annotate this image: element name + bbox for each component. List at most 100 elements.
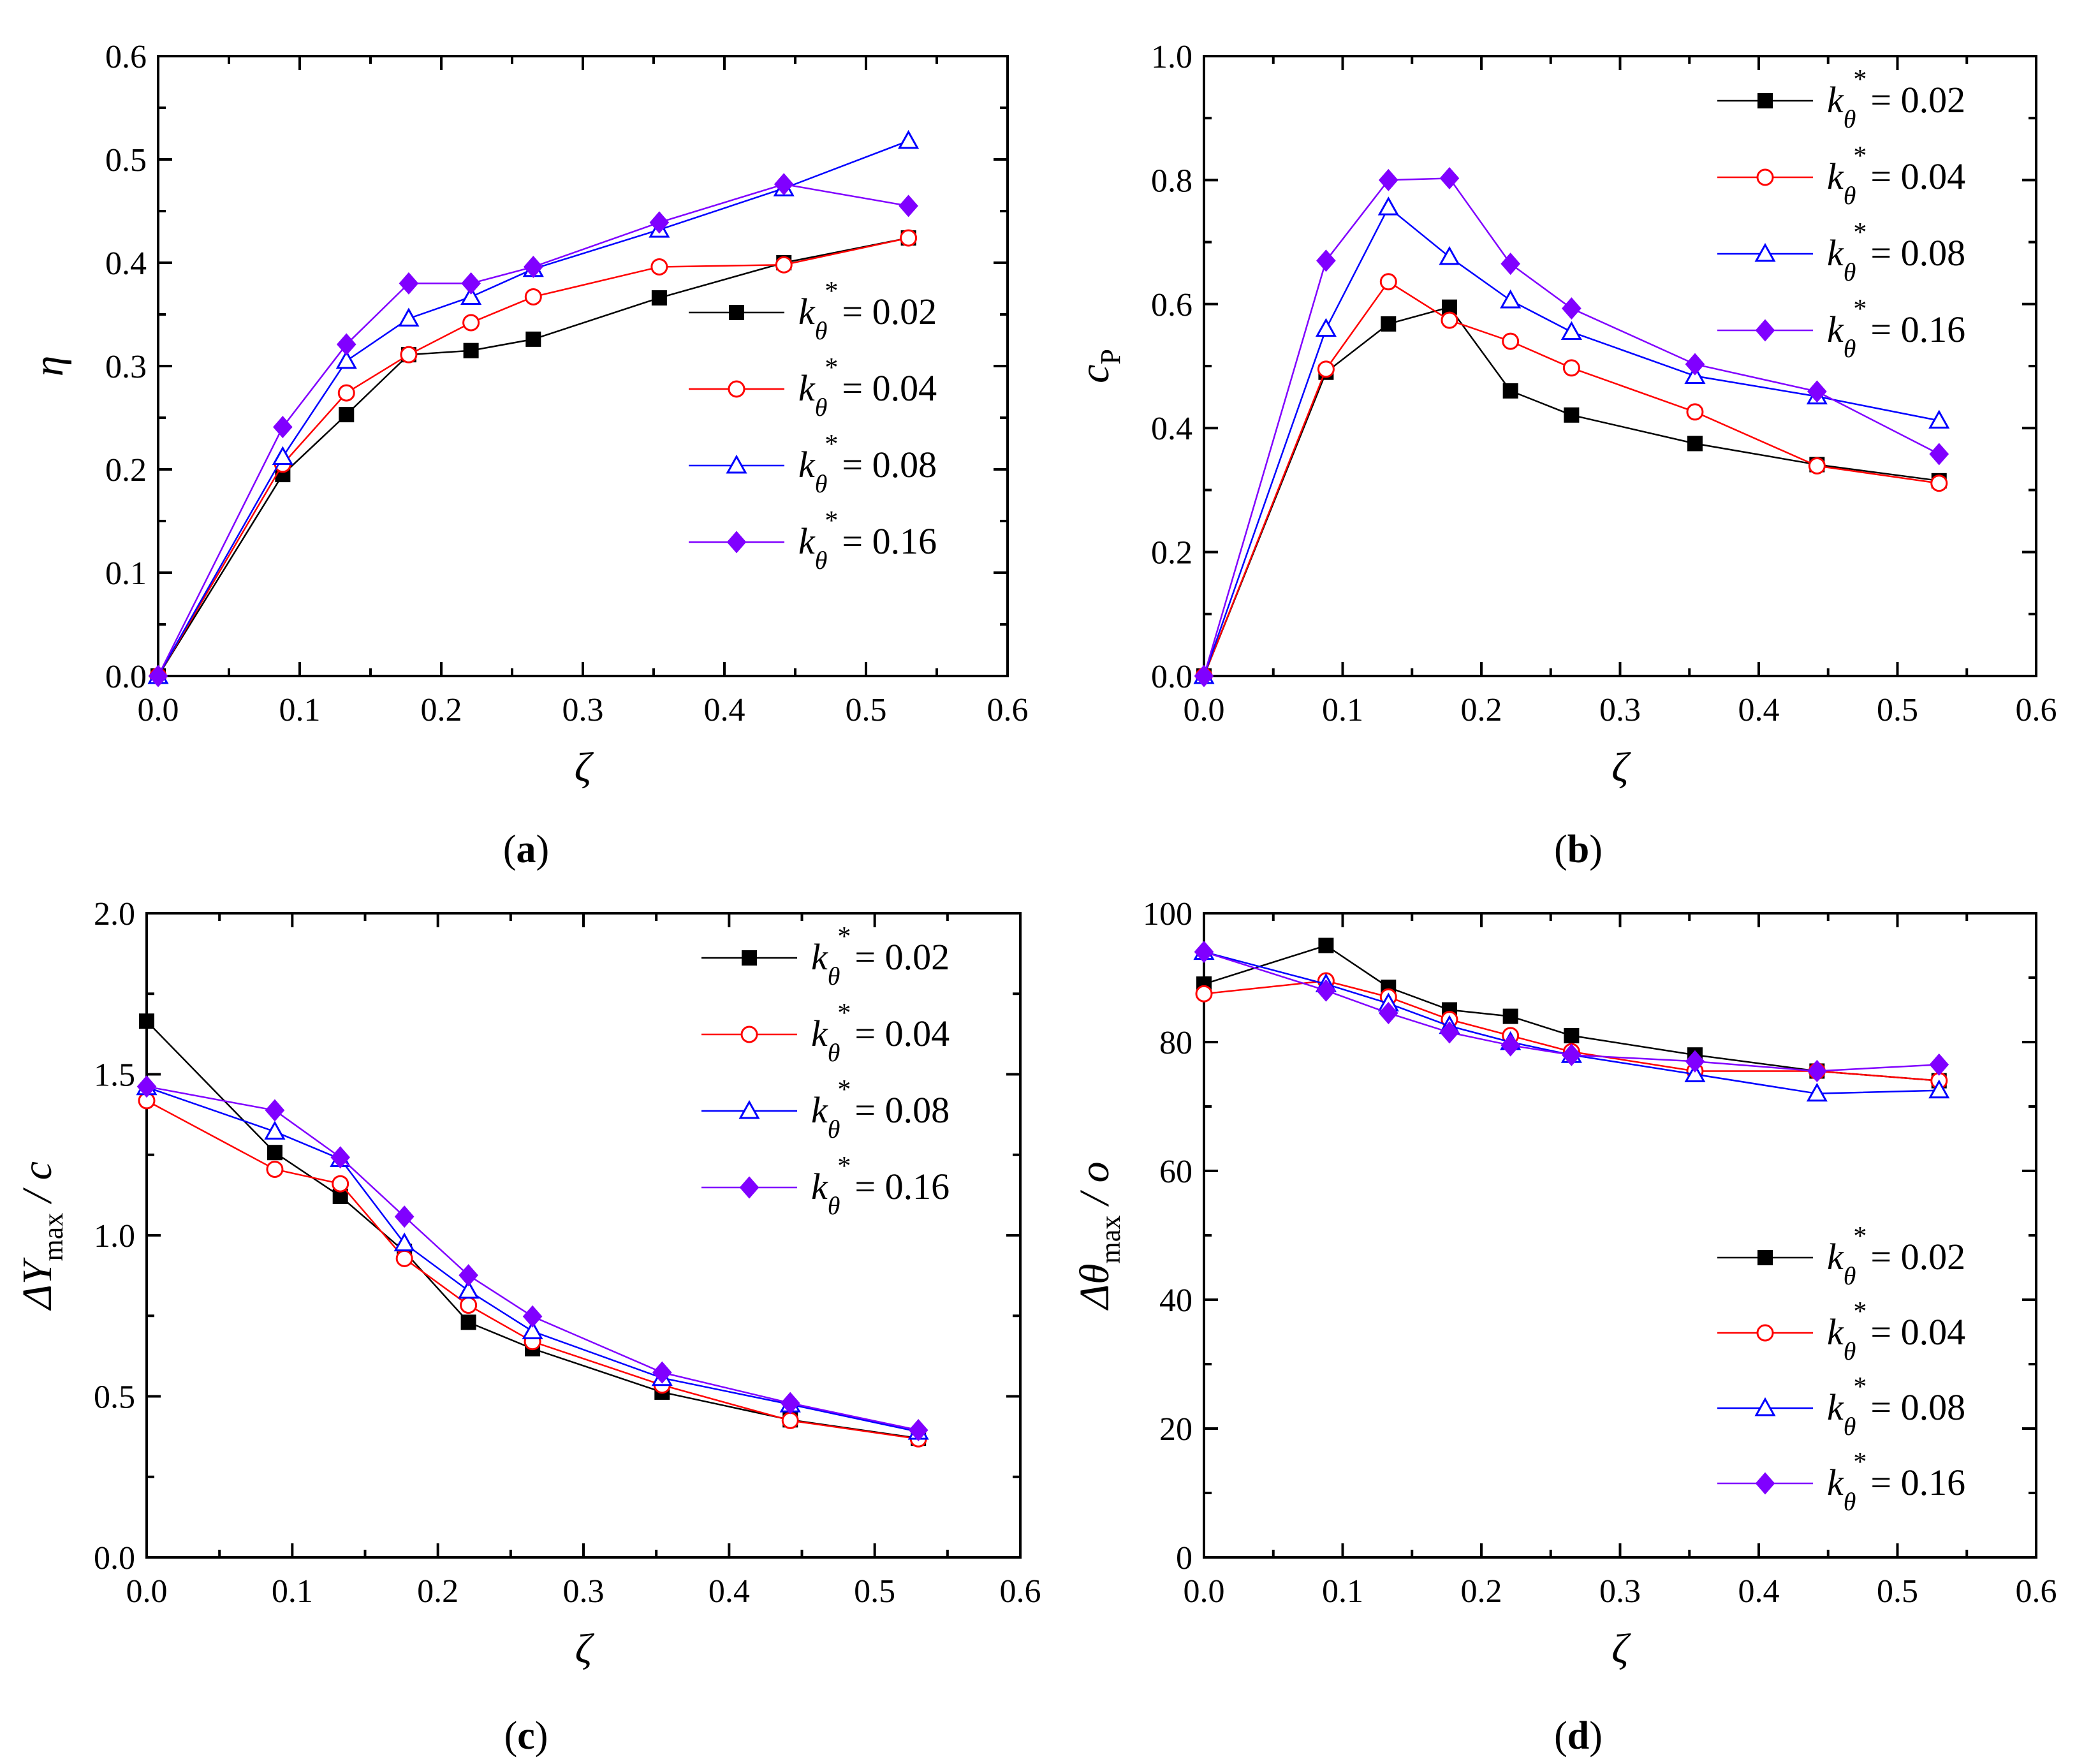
- panel-a-data-point: [651, 290, 667, 306]
- panel-b-legend-item: kθ* = 0.02: [1717, 65, 1965, 133]
- panel-c-x-tick-label: 0.1: [272, 1573, 313, 1610]
- panel-a: 0.0 0.1 0.2 0.3 0.4 0.5 0.6 0.0 0.1 0.2 0.3 0.4 0.5 0…: [26, 39, 1029, 871]
- panel-b-data-point: [1687, 436, 1703, 452]
- panel-b-data-point: [1316, 249, 1336, 272]
- panel-b-x-tick-label: 0.6: [2016, 692, 2057, 728]
- panel-d-series-2: [1193, 941, 1950, 1102]
- panel-d-legend-marker: [1754, 1397, 1776, 1416]
- panel-b-data-point: [1381, 316, 1397, 332]
- panel-b-y-tick-label: 0.4: [1151, 411, 1192, 447]
- panel-b-y-tick-label: 1.0: [1151, 39, 1192, 75]
- panel-d-x-tick-label: 0.6: [2016, 1573, 2057, 1610]
- panel-a-data-point: [525, 331, 541, 347]
- panel-b-y-tick-label: 0.2: [1151, 535, 1192, 571]
- panel-c-series-1: [138, 1092, 927, 1448]
- panel-d-data-point: [1502, 1008, 1518, 1024]
- panel-d-data-point: [1439, 1021, 1460, 1044]
- panel-b-series-0: [1196, 299, 1947, 684]
- panel-a-y-tick-label: 0.0: [105, 659, 147, 695]
- panel-d-y-tick-label: 60: [1159, 1154, 1192, 1190]
- panel-c-x-tick-label: 0.0: [126, 1573, 168, 1610]
- panel-a-y-tick-label: 0.3: [105, 349, 147, 385]
- panel-c-data-point: [395, 1249, 413, 1267]
- panel-c-legend-item: kθ* = 0.02: [701, 922, 950, 990]
- panel-c-data-point: [267, 1145, 282, 1161]
- panel-c-data-point: [460, 1314, 476, 1330]
- panel-d-y-tick-label: 100: [1143, 896, 1192, 932]
- panel-c-data-point: [265, 1099, 285, 1122]
- panel-b-legend-item: kθ* = 0.04: [1717, 142, 1965, 210]
- panel-d-data-point: [1500, 1034, 1521, 1057]
- panel-c-y-tick-label: 2.0: [94, 896, 135, 932]
- panel-a-data-point: [899, 195, 918, 217]
- panel-a-legend-item: kθ* = 0.08: [689, 430, 937, 498]
- panel-c-y-tick-label: 0.5: [94, 1379, 135, 1416]
- panel-a-legend-label: kθ* = 0.04: [798, 353, 937, 422]
- panel-c-label: (c): [504, 1714, 548, 1758]
- panel-d-data-point: [1806, 1082, 1828, 1102]
- panel-c-series-0: [139, 1013, 927, 1446]
- panel-b-y-axis-label: cP: [1071, 349, 1126, 383]
- panel-b-data-point: [1500, 253, 1521, 276]
- panel-c-data-point: [264, 1121, 286, 1140]
- panel-b-data-point: [1502, 383, 1518, 399]
- panel-d: 0.0 0.1 0.2 0.3 0.4 0.5 0.6 0 20 40 60 80 100 ζ Δθmax …: [1071, 896, 2057, 1758]
- panel-c-x-tick-label: 0.3: [563, 1573, 605, 1610]
- panel-a-x-tick-label: 0.6: [987, 692, 1029, 728]
- panel-d-legend-marker: [1756, 1324, 1774, 1342]
- panel-d-y-axis-label: Δθmax / o: [1071, 1161, 1126, 1311]
- panel-b-data-point: [1807, 380, 1827, 403]
- panel-a-frame: [157, 55, 1009, 677]
- panel-a-x-tick-label: 0.3: [562, 692, 604, 728]
- panel-a-data-point: [524, 288, 542, 305]
- panel-c-series-line: [146, 1099, 919, 1440]
- panel-c-legend-marker: [738, 1099, 760, 1119]
- panel-a-legend-label: kθ* = 0.16: [798, 506, 937, 575]
- panel-a-data-point: [898, 129, 920, 149]
- panel-b-legend-label: kθ* = 0.04: [1827, 142, 1965, 210]
- panel-a-y-tick-label: 0.5: [105, 142, 147, 179]
- panel-a-data-point: [461, 272, 481, 295]
- panel-d-y-tick-label: 20: [1159, 1411, 1192, 1448]
- panel-a-label: (a): [503, 828, 549, 871]
- panel-c-legend-label: kθ* = 0.16: [811, 1152, 950, 1220]
- panel-a-data-point: [774, 173, 794, 196]
- panel-d-legend-marker: [1757, 1250, 1773, 1265]
- panel-b-legend-marker: [1754, 242, 1776, 262]
- panel-a-y-tick-label: 0.6: [105, 39, 147, 75]
- panel-a-data-point: [400, 346, 418, 364]
- panel-c-data-point: [522, 1320, 543, 1339]
- panel-a-legend-marker: [726, 531, 747, 554]
- panel-d-legend-label: kθ* = 0.08: [1827, 1372, 1965, 1441]
- panel-c-data-point: [652, 1361, 672, 1384]
- panel-c-legend-item: kθ* = 0.08: [701, 1075, 950, 1143]
- panel-d-x-tick-label: 0.0: [1184, 1573, 1225, 1610]
- panel-b-data-point: [1685, 353, 1705, 376]
- panel-d-data-point: [1318, 937, 1334, 953]
- panel-a-x-tick-label: 0.5: [846, 692, 887, 728]
- panel-c-series-3: [136, 1075, 928, 1442]
- panel-a-x-tick-label: 0.4: [704, 692, 745, 728]
- panel-a-data-point: [335, 349, 357, 369]
- panel-b-x-tick-label: 0.3: [1599, 692, 1641, 728]
- panel-c-x-tick-label: 0.4: [708, 1573, 750, 1610]
- panel-b-x-tick-label: 0.1: [1322, 692, 1363, 728]
- panel-c-series-line: [146, 1085, 919, 1431]
- panel-b-data-point: [1500, 289, 1522, 309]
- panel-d-y-tick-label: 80: [1159, 1025, 1192, 1061]
- panel-d-label: (d): [1554, 1714, 1603, 1758]
- panel-c-legend-marker: [740, 1025, 758, 1043]
- panel-d-x-axis-label: ζ: [1611, 1626, 1631, 1672]
- panel-b-data-point: [1441, 311, 1458, 329]
- panel-a-legend-marker: [728, 380, 745, 398]
- panel-b-data-point: [1379, 273, 1397, 291]
- panel-d-x-tick-label: 0.2: [1461, 1573, 1502, 1610]
- panel-a-legend-label: kθ* = 0.08: [798, 430, 937, 498]
- panel-c-data-point: [780, 1392, 800, 1415]
- panel-a-y-tick-label: 0.1: [105, 555, 147, 592]
- panel-a-series-line: [157, 140, 909, 677]
- panel-a-series-3: [148, 173, 918, 687]
- panel-b-y-tick-label: 0.8: [1151, 163, 1192, 199]
- panel-c-data-point: [781, 1411, 799, 1429]
- panel-a-data-point: [900, 229, 918, 247]
